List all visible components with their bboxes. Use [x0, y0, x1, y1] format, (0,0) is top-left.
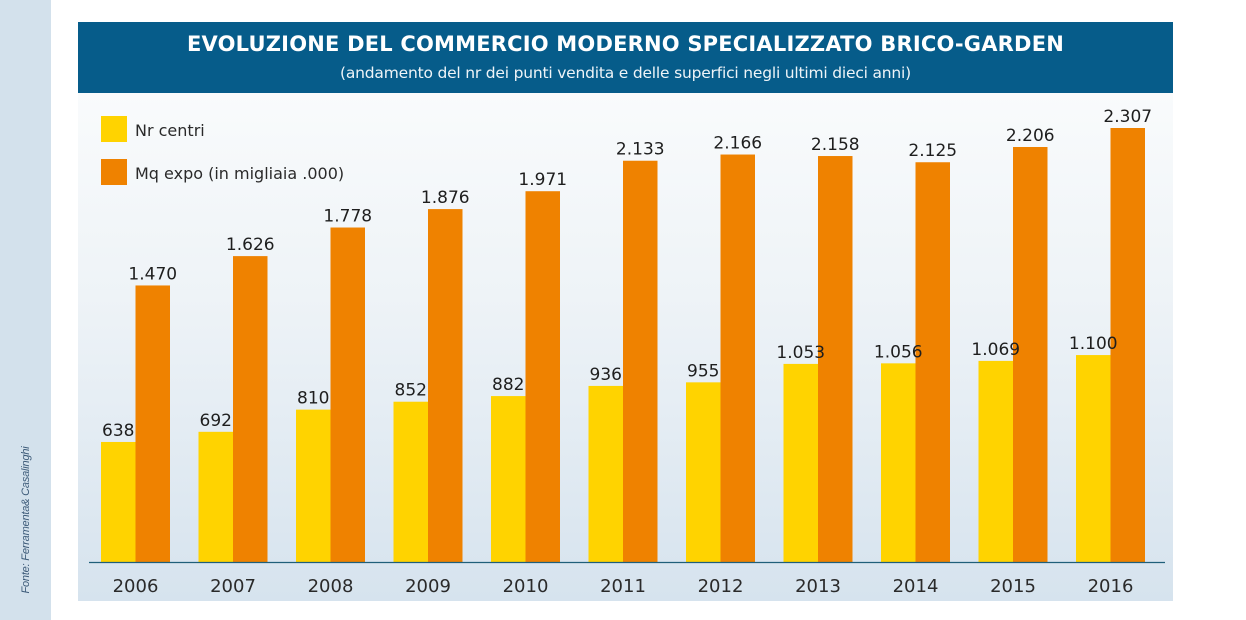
bar-nr-centri-2014: [881, 363, 916, 562]
value-label-nr-centri-2007: 692: [200, 411, 232, 431]
x-tick-label-2010: 2010: [503, 576, 549, 597]
x-tick-label-2009: 2009: [405, 576, 451, 597]
legend: Nr centri Mq expo (in migliaia .000): [101, 116, 344, 185]
bar-nr-centri-2010: [491, 396, 526, 562]
legend-swatch-mq-expo: [101, 159, 127, 185]
bars: [101, 128, 1145, 563]
x-tick-label-2011: 2011: [600, 576, 646, 597]
value-label-mq-expo-2016: 2.307: [1103, 107, 1152, 127]
bar-mq-expo-2016: [1110, 128, 1145, 562]
legend-label-nr-centri: Nr centri: [135, 121, 205, 140]
bar-mq-expo-2012: [720, 154, 755, 562]
bar-nr-centri-2013: [783, 363, 819, 562]
value-label-nr-centri-2009: 852: [395, 381, 427, 401]
value-label-nr-centri-2016: 1.100: [1069, 334, 1118, 354]
bar-nr-centri-2009: [393, 401, 429, 562]
value-label-nr-centri-2013: 1.053: [776, 343, 825, 363]
x-axis-ticks: 2006 2007 2008 2009 2010 2011 2012 2013 2014 2015…: [113, 576, 1134, 597]
bar-mq-expo-2013: [818, 156, 853, 562]
value-label-mq-expo-2008: 1.778: [323, 207, 372, 227]
value-label-mq-expo-2012: 2.166: [713, 134, 762, 154]
value-label-mq-expo-2006: 1.470: [128, 264, 177, 284]
bar-nr-centri-2011: [588, 385, 624, 562]
value-label-nr-centri-2006: 638: [102, 421, 134, 441]
bar-nr-centri-2016: [1076, 355, 1111, 562]
value-labels: 638 1.470 692 1.626 810 1.778 852 1.876 882 1.971…: [102, 107, 1152, 441]
legend-label-mq-expo: Mq expo (in migliaia .000): [135, 164, 344, 183]
bar-mq-expo-2006: [135, 285, 170, 562]
x-tick-label-2007: 2007: [210, 576, 256, 597]
x-tick-label-2014: 2014: [893, 576, 939, 597]
x-tick-label-2016: 2016: [1088, 576, 1134, 597]
bar-mq-expo-2014: [915, 162, 950, 562]
value-label-nr-centri-2010: 882: [492, 375, 524, 395]
x-tick-label-2008: 2008: [308, 576, 354, 597]
bar-mq-expo-2009: [428, 209, 463, 562]
source-note: Fonte: Ferramenta& Casalinghi: [20, 446, 32, 594]
bar-nr-centri-2006: [101, 441, 136, 562]
value-label-mq-expo-2015: 2.206: [1006, 126, 1055, 146]
bar-nr-centri-2012: [686, 382, 721, 562]
bar-mq-expo-2010: [525, 191, 560, 563]
value-label-nr-centri-2015: 1.069: [971, 340, 1020, 360]
bar-chart: Nr centri Mq expo (in migliaia .000) 638 1…: [89, 107, 1165, 597]
value-label-nr-centri-2012: 955: [687, 361, 719, 381]
bar-mq-expo-2011: [623, 160, 658, 562]
x-tick-label-2006: 2006: [113, 576, 159, 597]
bar-nr-centri-2008: [296, 409, 331, 562]
bar-mq-expo-2007: [233, 256, 268, 562]
x-tick-label-2015: 2015: [990, 576, 1036, 597]
value-label-nr-centri-2011: 936: [590, 365, 622, 385]
value-label-mq-expo-2010: 1.971: [518, 170, 567, 190]
value-label-mq-expo-2014: 2.125: [908, 141, 957, 161]
value-label-mq-expo-2007: 1.626: [226, 235, 275, 255]
chart-subtitle: (andamento del nr dei punti vendita e de…: [340, 64, 911, 82]
bar-nr-centri-2015: [978, 360, 1014, 562]
value-label-nr-centri-2008: 810: [297, 389, 329, 409]
x-tick-label-2012: 2012: [698, 576, 744, 597]
value-label-mq-expo-2013: 2.158: [811, 135, 860, 155]
chart-title: EVOLUZIONE DEL COMMERCIO MODERNO SPECIAL…: [186, 32, 1065, 56]
bar-mq-expo-2008: [330, 227, 365, 562]
value-label-mq-expo-2009: 1.876: [421, 188, 470, 208]
bar-mq-expo-2015: [1013, 147, 1048, 562]
chart-panel: Nr centri Mq expo (in migliaia .000) 638 1…: [78, 93, 1173, 601]
x-tick-label-2013: 2013: [795, 576, 841, 597]
value-label-mq-expo-2011: 2.133: [616, 140, 665, 160]
side-strip: Fonte: Ferramenta& Casalinghi: [0, 0, 51, 620]
value-label-nr-centri-2014: 1.056: [874, 342, 923, 362]
legend-swatch-nr-centri: [101, 116, 127, 142]
bar-nr-centri-2007: [198, 431, 234, 562]
chart-header: EVOLUZIONE DEL COMMERCIO MODERNO SPECIAL…: [78, 22, 1173, 93]
